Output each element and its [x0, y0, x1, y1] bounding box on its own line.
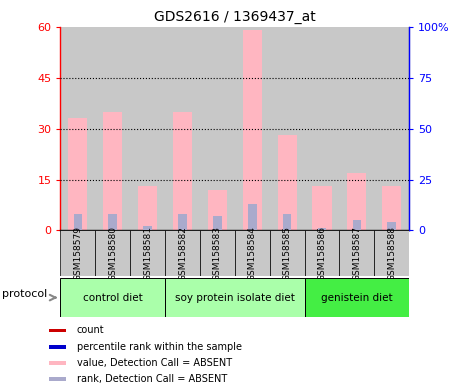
Bar: [165, 278, 305, 317]
Bar: [200, 27, 235, 230]
Text: genistein diet: genistein diet: [321, 293, 393, 303]
Text: rank, Detection Call = ABSENT: rank, Detection Call = ABSENT: [77, 374, 227, 384]
Text: control diet: control diet: [83, 293, 143, 303]
Bar: [73, 214, 82, 230]
Text: GSM158583: GSM158583: [213, 226, 222, 281]
Bar: [283, 214, 292, 230]
Text: GSM158580: GSM158580: [108, 226, 117, 281]
Bar: [49, 377, 66, 381]
Bar: [208, 190, 227, 230]
Bar: [68, 118, 87, 230]
Bar: [312, 186, 332, 230]
Bar: [49, 329, 66, 333]
Text: soy protein isolate diet: soy protein isolate diet: [175, 293, 295, 303]
Text: count: count: [77, 326, 104, 336]
Bar: [270, 230, 305, 276]
Bar: [60, 230, 95, 276]
Bar: [305, 230, 339, 276]
Bar: [95, 230, 130, 276]
Bar: [235, 230, 270, 276]
Bar: [339, 230, 374, 276]
Text: GSM158588: GSM158588: [387, 226, 396, 281]
Bar: [49, 361, 66, 365]
Bar: [235, 27, 270, 230]
Bar: [374, 230, 409, 276]
Bar: [347, 173, 366, 230]
Bar: [339, 27, 374, 230]
Text: value, Detection Call = ABSENT: value, Detection Call = ABSENT: [77, 358, 232, 368]
Bar: [143, 226, 152, 230]
Bar: [374, 27, 409, 230]
Text: percentile rank within the sample: percentile rank within the sample: [77, 342, 242, 352]
Bar: [178, 214, 187, 230]
Bar: [387, 222, 396, 230]
Bar: [352, 220, 361, 230]
Bar: [173, 112, 192, 230]
Bar: [95, 27, 130, 230]
Title: GDS2616 / 1369437_at: GDS2616 / 1369437_at: [154, 10, 316, 25]
Bar: [213, 216, 222, 230]
Bar: [270, 27, 305, 230]
Bar: [165, 230, 200, 276]
Bar: [318, 228, 326, 230]
Bar: [60, 278, 165, 317]
Text: GSM158579: GSM158579: [73, 226, 82, 281]
Bar: [130, 27, 165, 230]
Bar: [248, 204, 257, 230]
Bar: [200, 230, 235, 276]
Text: GSM158587: GSM158587: [352, 226, 361, 281]
Bar: [305, 278, 409, 317]
Bar: [165, 27, 200, 230]
Text: GSM158582: GSM158582: [178, 226, 187, 281]
Bar: [108, 214, 117, 230]
Bar: [60, 27, 95, 230]
Bar: [305, 27, 339, 230]
Bar: [243, 30, 262, 230]
Bar: [382, 186, 401, 230]
Text: GSM158586: GSM158586: [318, 226, 326, 281]
Bar: [138, 186, 157, 230]
Bar: [49, 345, 66, 349]
Bar: [130, 230, 165, 276]
Text: GSM158581: GSM158581: [143, 226, 152, 281]
Bar: [278, 136, 297, 230]
Bar: [103, 112, 122, 230]
Text: GSM158585: GSM158585: [283, 226, 292, 281]
Text: protocol: protocol: [2, 289, 47, 299]
Text: GSM158584: GSM158584: [248, 226, 257, 281]
